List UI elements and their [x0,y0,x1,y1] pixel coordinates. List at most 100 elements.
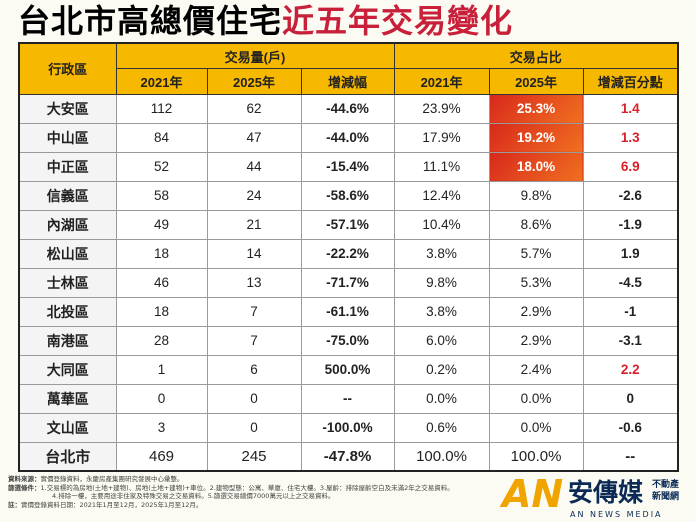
cell-vol-2025: 21 [206,209,302,240]
cell-share-2021: 12.4% [393,180,490,211]
cell-vol-2021: 28 [115,325,208,356]
cell-share-2021: 3.8% [393,238,490,269]
cell-share-2025: 8.6% [488,209,584,240]
cell-vol-2025: 0 [206,412,302,443]
source-text: 實價登錄資料，永慶房產集團研究發展中心彙整。 [40,475,184,483]
cell-pp-change: -4.5 [582,267,679,298]
header-volume-2025: 2025年 [206,68,302,95]
table-row: 大同區 1 6 500.0% 0.2% 2.4% 2.2 [18,354,679,385]
date-note: 註：實價登錄資料日期：2021年1月至12月，2025年1月至12月。 [8,501,496,510]
cell-vol-change: -57.1% [300,209,395,240]
an-logo-mark-icon: AN [502,472,564,516]
cell-vol-2025: 6 [206,354,302,385]
cell-vol-change: -71.7% [300,267,395,298]
cell-share-2025: 19.2% [488,122,584,153]
table-row: 北投區 18 7 -61.1% 3.8% 2.9% -1 [18,296,679,327]
cell-pp-change: 2.2 [582,354,679,385]
source-note: 資料來源：實價登錄資料，永慶房產集團研究發展中心彙整。 [8,475,496,484]
cell-district: 松山區 [18,238,117,269]
cell-share-2021: 0.6% [393,412,490,443]
cell-district: 南港區 [18,325,117,356]
cell-vol-change: -61.1% [300,296,395,327]
cell-vol-change: -47.8% [300,441,395,472]
cell-share-2025: 9.8% [488,180,584,211]
transaction-table: 行政區 交易量(戶) 交易占比 2021年 2025年 增減幅 2021年 20… [18,42,680,472]
cell-share-2025: 5.3% [488,267,584,298]
logo-name: 安傳媒 [568,478,644,507]
cell-vol-change: -15.4% [300,151,395,182]
table-row: 萬華區 0 0 -- 0.0% 0.0% 0 [18,383,679,414]
cell-vol-2025: 62 [206,93,302,124]
table-row: 松山區 18 14 -22.2% 3.8% 5.7% 1.9 [18,238,679,269]
cell-share-2025: 0.0% [488,412,584,443]
cell-pp-change: 1.9 [582,238,679,269]
header-district: 行政區 [18,42,117,95]
cell-vol-change: -100.0% [300,412,395,443]
filter-text-1: 1.交易標的為房地(土地+建物)、房地(土地+建物)+車位。2.建物型態：公寓、… [40,483,454,492]
cell-vol-2025: 44 [206,151,302,182]
cell-vol-2021: 18 [115,238,208,269]
cell-vol-2025: 13 [206,267,302,298]
cell-share-2025: 18.0% [488,151,584,182]
cell-share-2025: 2.9% [488,325,584,356]
cell-vol-2021: 52 [115,151,208,182]
cell-vol-change: -- [300,383,395,414]
cell-vol-2021: 49 [115,209,208,240]
cell-pp-change: -1 [582,296,679,327]
cell-district: 中山區 [18,122,117,153]
page-title: 台北市高總價住宅近五年交易變化 [18,2,513,40]
header-share: 交易占比 [393,42,679,69]
cell-share-2021: 9.8% [393,267,490,298]
filter-note-2: 4.排除一樓，主要用途非住家及特殊交易之交易資料。5.篩選交易總價7000萬元以… [8,492,496,501]
cell-pp-change: -0.6 [582,412,679,443]
header-share-2021: 2021年 [393,68,490,95]
cell-share-2021: 6.0% [393,325,490,356]
table-row: 文山區 3 0 -100.0% 0.6% 0.0% -0.6 [18,412,679,443]
cell-pp-change: -2.6 [582,180,679,211]
cell-share-2025: 100.0% [488,441,584,472]
cell-district: 台北市 [18,441,117,472]
cell-vol-2025: 24 [206,180,302,211]
cell-pp-change: -1.9 [582,209,679,240]
cell-district: 中正區 [18,151,117,182]
cell-share-2025: 0.0% [488,383,584,414]
table-row: 中正區 52 44 -15.4% 11.1% 18.0% 6.9 [18,151,679,182]
filter-text-2: 4.排除一樓，主要用途非住家及特殊交易之交易資料。5.篩選交易總價7000萬元以… [52,492,335,500]
cell-share-2021: 10.4% [393,209,490,240]
cell-district: 內湖區 [18,209,117,240]
cell-share-2021: 3.8% [393,296,490,327]
cell-vol-2021: 112 [115,93,208,124]
footnotes: 資料來源：實價登錄資料，永慶房產集團研究發展中心彙整。 篩選條件：1.交易標的為… [8,475,496,509]
note-text: 實價登錄資料日期：2021年1月至12月，2025年1月至12月。 [21,500,203,509]
table-row: 士林區 46 13 -71.7% 9.8% 5.3% -4.5 [18,267,679,298]
cell-district: 大安區 [18,93,117,124]
cell-vol-2021: 1 [115,354,208,385]
cell-vol-2025: 7 [206,325,302,356]
filter-label: 篩選條件： [8,483,41,492]
filter-note: 篩選條件：1.交易標的為房地(土地+建物)、房地(土地+建物)+車位。2.建物型… [8,484,496,493]
cell-pp-change: -- [582,441,679,472]
cell-vol-2025: 47 [206,122,302,153]
cell-district: 北投區 [18,296,117,327]
table-row: 南港區 28 7 -75.0% 6.0% 2.9% -3.1 [18,325,679,356]
cell-vol-change: -58.6% [300,180,395,211]
logo-sub: 不動產新聞網 [652,480,680,502]
table-row: 內湖區 49 21 -57.1% 10.4% 8.6% -1.9 [18,209,679,240]
cell-district: 文山區 [18,412,117,443]
cell-pp-change: -3.1 [582,325,679,356]
cell-vol-2025: 245 [206,441,302,472]
source-label: 資料來源： [8,475,41,483]
cell-vol-2021: 18 [115,296,208,327]
cell-vol-2021: 58 [115,180,208,211]
cell-vol-2021: 3 [115,412,208,443]
table-row: 中山區 84 47 -44.0% 17.9% 19.2% 1.3 [18,122,679,153]
note-label: 註： [8,500,21,509]
cell-pp-change: 1.4 [582,93,679,124]
cell-district: 信義區 [18,180,117,211]
cell-district: 萬華區 [18,383,117,414]
cell-vol-change: -22.2% [300,238,395,269]
cell-share-2021: 0.0% [393,383,490,414]
cell-vol-2021: 46 [115,267,208,298]
cell-share-2025: 2.4% [488,354,584,385]
cell-share-2025: 25.3% [488,93,584,124]
